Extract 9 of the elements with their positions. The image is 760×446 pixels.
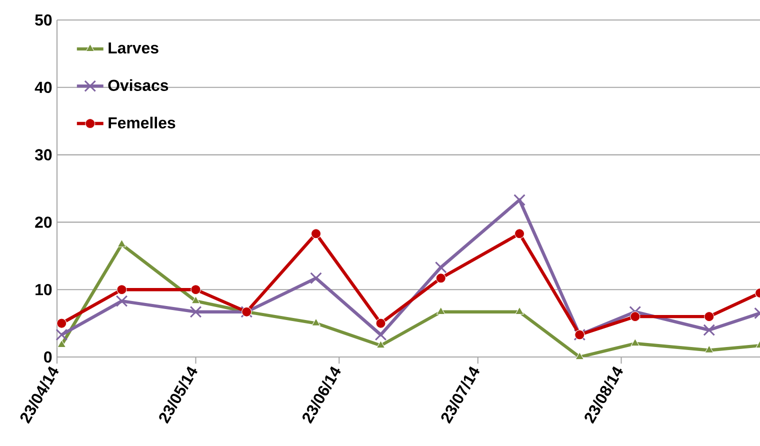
y-tick-label: 50 <box>35 14 52 26</box>
y-tick-label: 0 <box>44 351 52 363</box>
y-tick-label: 30 <box>34 149 52 160</box>
y-tick-label: 20 <box>35 216 52 228</box>
legend-label: Femelles <box>108 116 176 128</box>
y-tick-label: 10 <box>36 284 52 296</box>
legend-label: Larves <box>108 42 158 54</box>
y-tick-label: 40 <box>34 82 52 94</box>
legend-label: Ovisacs <box>108 79 168 91</box>
